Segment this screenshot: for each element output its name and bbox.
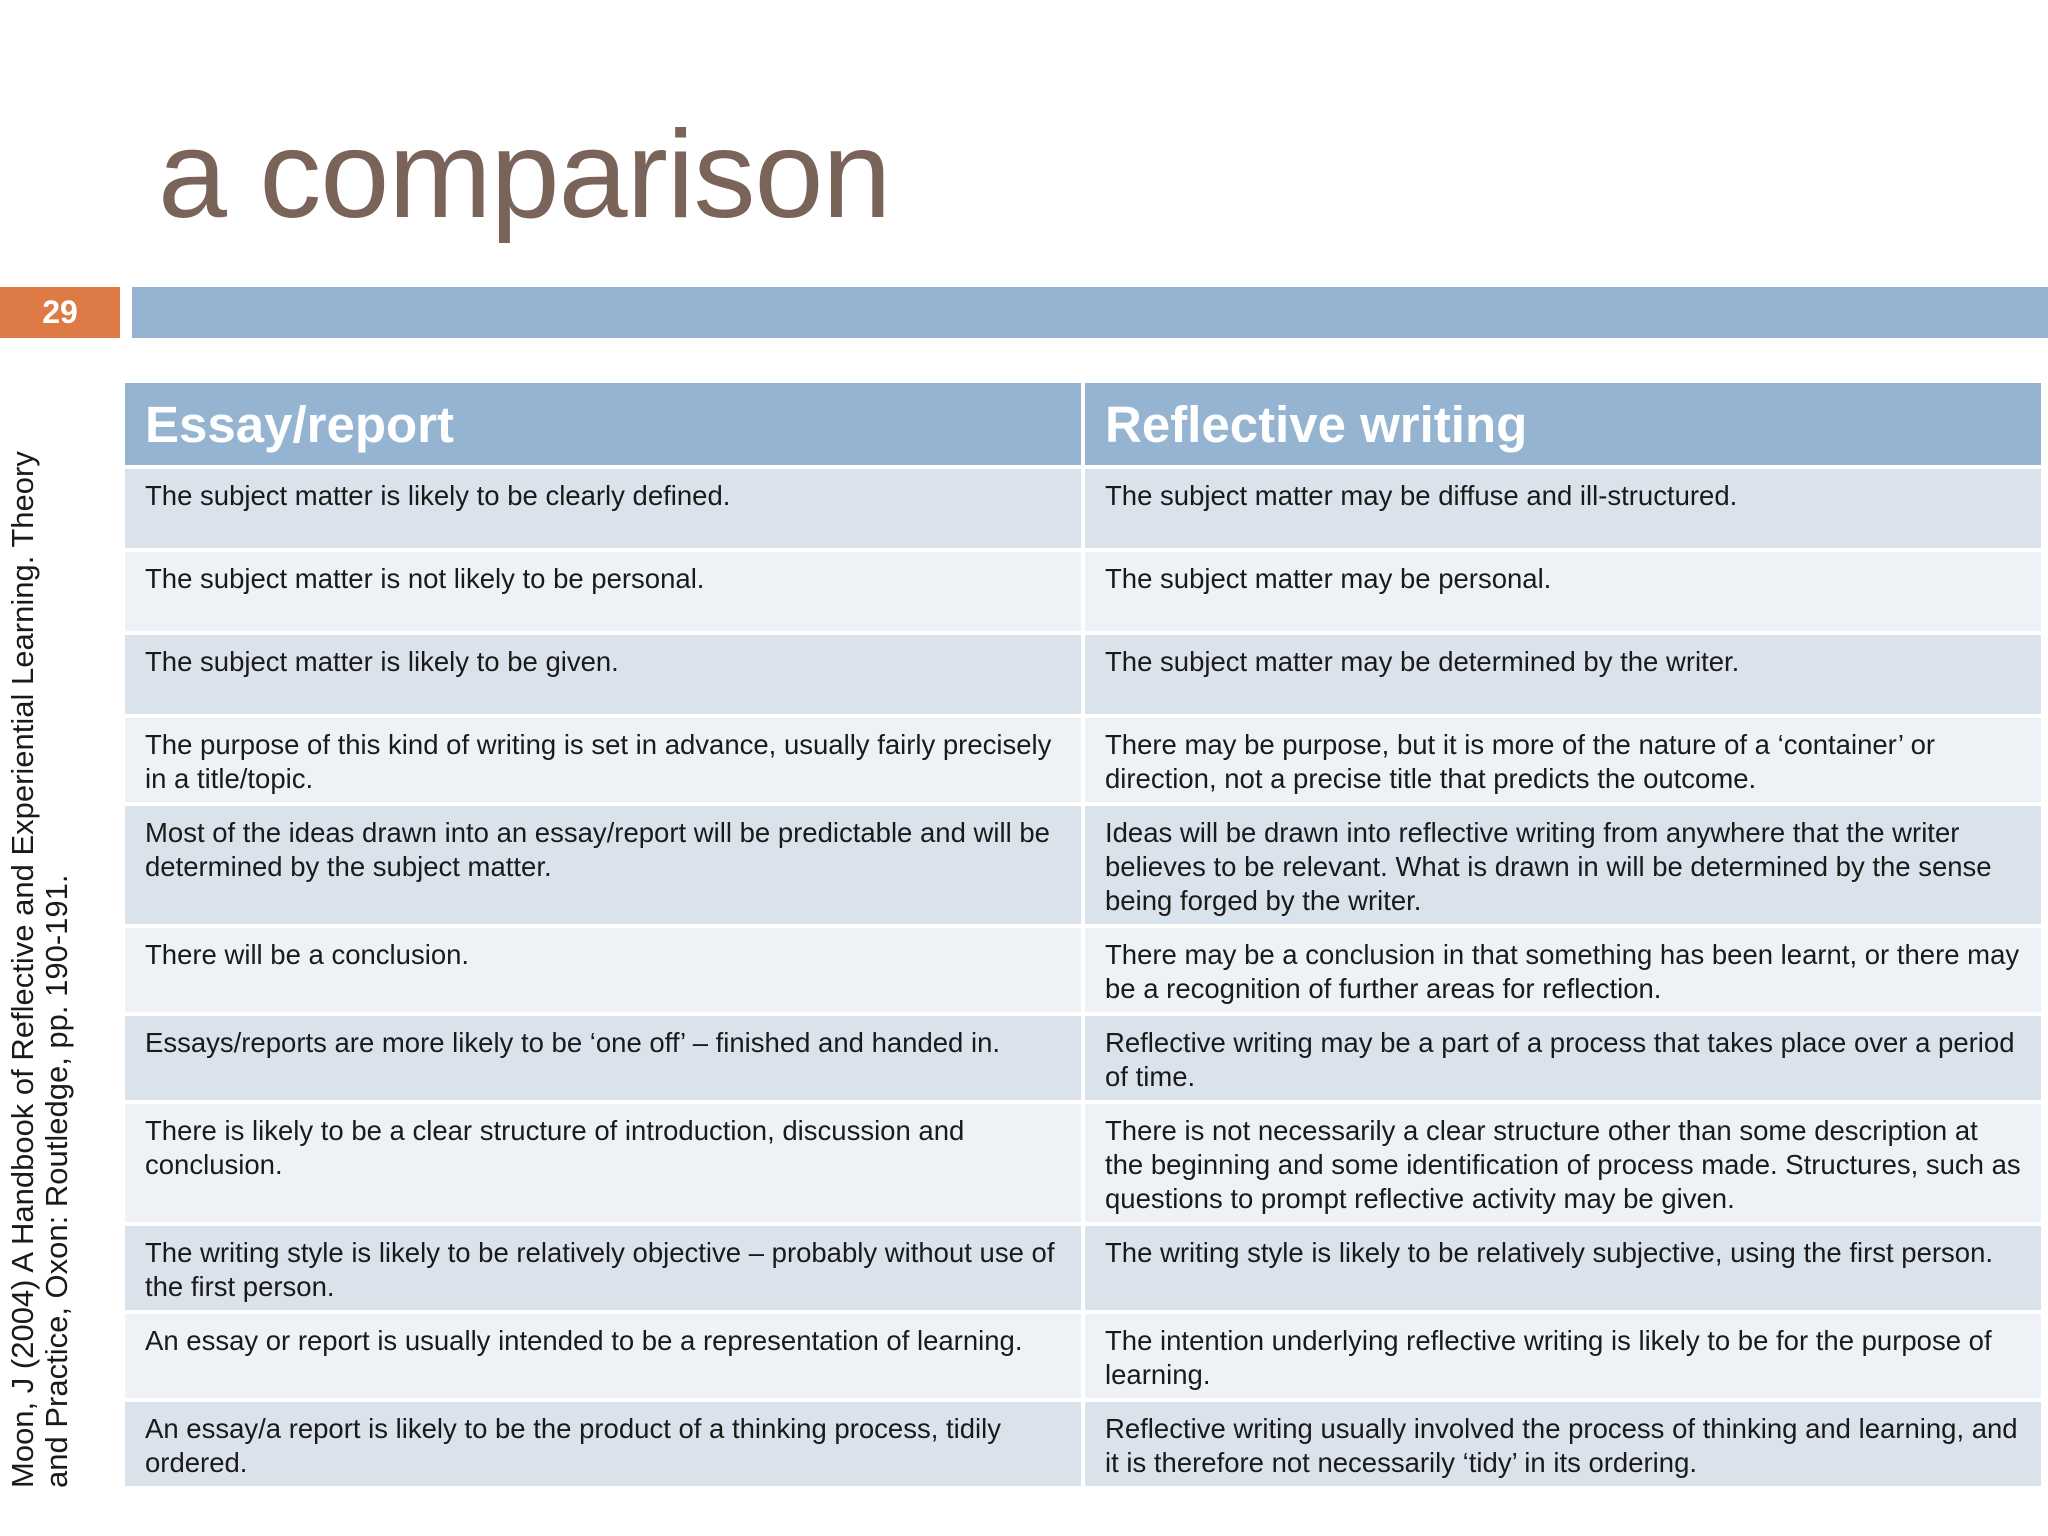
table-row: The writing style is likely to be relati…: [121, 1222, 2045, 1314]
reflective-writing-cell: Reflective writing may be a part of a pr…: [1081, 1012, 2045, 1104]
reflective-writing-cell: Reflective writing usually involved the …: [1081, 1398, 2045, 1490]
reflective-writing-cell: The subject matter may be personal.: [1081, 548, 2045, 635]
essay-report-cell: Most of the ideas drawn into an essay/re…: [121, 802, 1085, 928]
reflective-writing-cell: There may be a conclusion in that someth…: [1081, 924, 2045, 1016]
comparison-table: Essay/report Reflective writing The subj…: [121, 383, 2045, 1490]
header-divider-bar: [132, 287, 2048, 338]
essay-report-cell: The writing style is likely to be relati…: [121, 1222, 1085, 1314]
table-row: The subject matter is likely to be clear…: [121, 465, 2045, 552]
essay-report-cell: The subject matter is likely to be given…: [121, 631, 1085, 718]
table-row: There will be a conclusion. There may be…: [121, 924, 2045, 1016]
table-row: The purpose of this kind of writing is s…: [121, 714, 2045, 806]
table-row: There is likely to be a clear structure …: [121, 1100, 2045, 1226]
essay-report-cell: Essays/reports are more likely to be ‘on…: [121, 1012, 1085, 1104]
reflective-writing-cell: There may be purpose, but it is more of …: [1081, 714, 2045, 806]
essay-report-cell: The subject matter is likely to be clear…: [121, 465, 1085, 552]
reflective-writing-cell: Ideas will be drawn into reflective writ…: [1081, 802, 2045, 928]
essay-report-cell: The subject matter is not likely to be p…: [121, 548, 1085, 635]
slide-number-badge: 29: [0, 287, 120, 338]
reflective-writing-cell: The subject matter may be determined by …: [1081, 631, 2045, 718]
essay-report-cell: The purpose of this kind of writing is s…: [121, 714, 1085, 806]
table-row: The subject matter is likely to be given…: [121, 631, 2045, 718]
column-header-reflective-writing: Reflective writing: [1081, 383, 2045, 469]
citation-line-2: and Practice, Oxon: Routledge, pp. 190-1…: [39, 874, 74, 1488]
reflective-writing-cell: The intention underlying reflective writ…: [1081, 1310, 2045, 1402]
table-row: Most of the ideas drawn into an essay/re…: [121, 802, 2045, 928]
table-header-row: Essay/report Reflective writing: [121, 383, 2045, 469]
essay-report-cell: There will be a conclusion.: [121, 924, 1085, 1016]
table-row: Essays/reports are more likely to be ‘on…: [121, 1012, 2045, 1104]
reflective-writing-cell: The subject matter may be diffuse and il…: [1081, 465, 2045, 552]
table-row: An essay/a report is likely to be the pr…: [121, 1398, 2045, 1490]
citation-note: Moon, J (2004) A Handbook of Reflective …: [5, 418, 74, 1488]
table-row: An essay or report is usually intended t…: [121, 1310, 2045, 1402]
reflective-writing-cell: The writing style is likely to be relati…: [1081, 1222, 2045, 1314]
essay-report-cell: An essay/a report is likely to be the pr…: [121, 1398, 1085, 1490]
table-row: The subject matter is not likely to be p…: [121, 548, 2045, 635]
reflective-writing-cell: There is not necessarily a clear structu…: [1081, 1100, 2045, 1226]
citation-line-1: Moon, J (2004) A Handbook of Reflective …: [5, 451, 40, 1488]
essay-report-cell: An essay or report is usually intended t…: [121, 1310, 1085, 1402]
essay-report-cell: There is likely to be a clear structure …: [121, 1100, 1085, 1226]
page-title: a comparison: [158, 106, 891, 244]
column-header-essay-report: Essay/report: [121, 383, 1085, 469]
